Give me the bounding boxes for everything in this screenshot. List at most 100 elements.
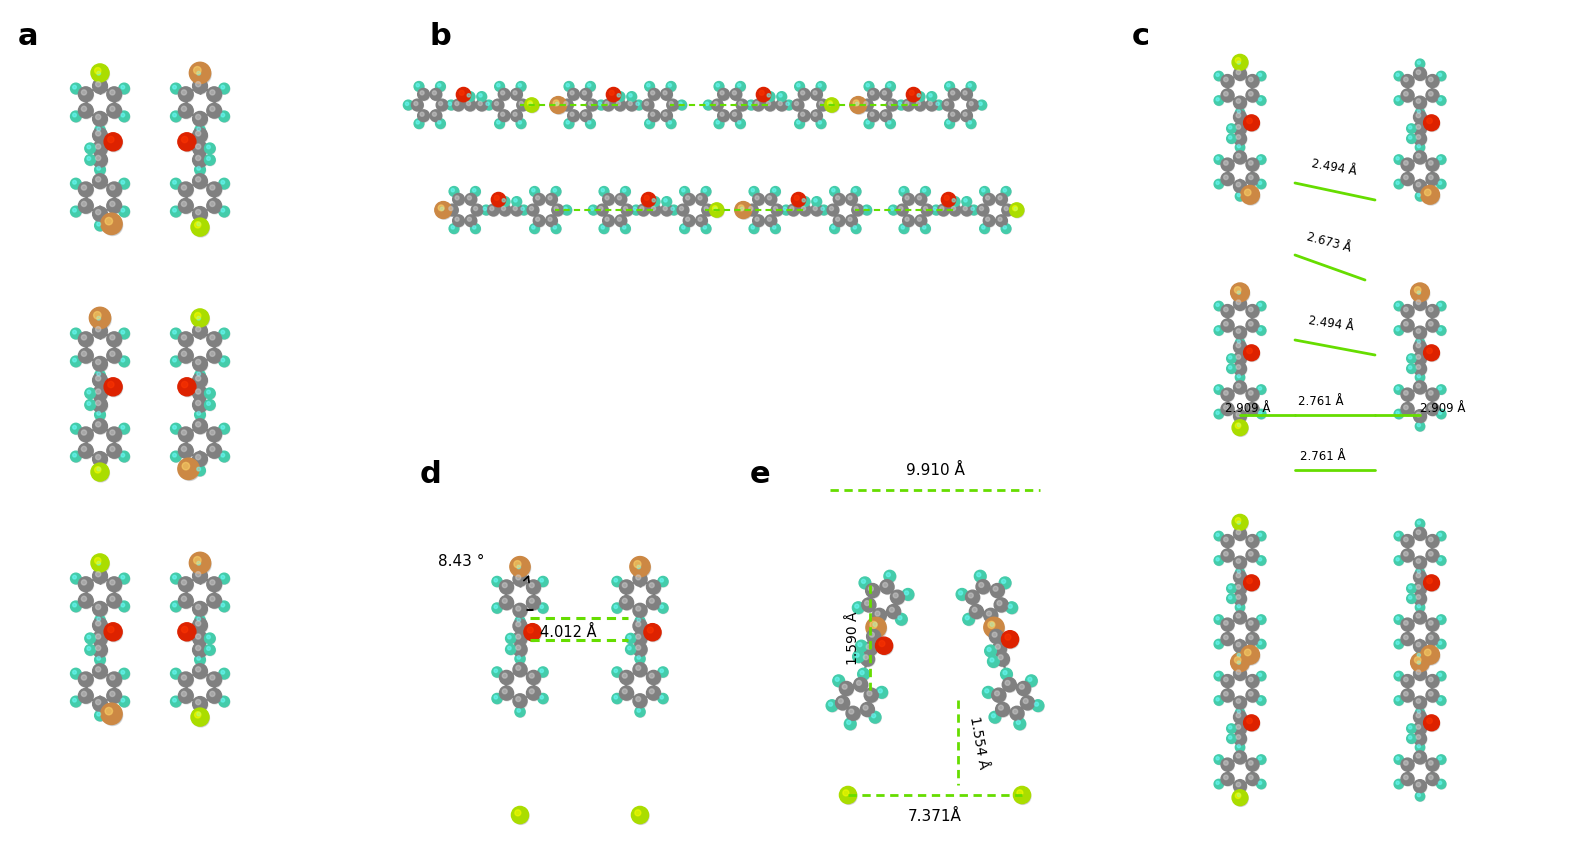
Circle shape — [832, 226, 835, 229]
Circle shape — [1393, 556, 1403, 565]
Circle shape — [106, 217, 112, 225]
Circle shape — [1228, 125, 1236, 134]
Circle shape — [529, 673, 535, 678]
Circle shape — [104, 133, 122, 151]
Circle shape — [922, 206, 933, 217]
Circle shape — [626, 91, 636, 102]
Circle shape — [966, 81, 975, 91]
Circle shape — [472, 188, 481, 197]
Circle shape — [1247, 76, 1259, 88]
Circle shape — [855, 679, 868, 692]
Circle shape — [986, 611, 991, 616]
Circle shape — [106, 380, 123, 397]
Circle shape — [978, 102, 986, 110]
Circle shape — [1213, 779, 1223, 788]
Circle shape — [970, 606, 983, 619]
Text: 2.909 Å: 2.909 Å — [1420, 402, 1466, 415]
Circle shape — [770, 187, 780, 196]
Circle shape — [85, 388, 96, 398]
Circle shape — [1414, 722, 1427, 735]
Circle shape — [1247, 690, 1259, 702]
Circle shape — [196, 645, 200, 651]
Circle shape — [196, 466, 205, 476]
Circle shape — [581, 110, 592, 122]
Circle shape — [851, 96, 866, 113]
Circle shape — [1215, 532, 1223, 541]
Circle shape — [928, 93, 937, 102]
Circle shape — [1417, 145, 1420, 148]
Circle shape — [846, 706, 860, 720]
Circle shape — [1245, 190, 1251, 195]
Circle shape — [1010, 204, 1024, 218]
Circle shape — [181, 626, 188, 633]
Circle shape — [622, 188, 631, 197]
Circle shape — [817, 83, 827, 91]
Circle shape — [1415, 613, 1420, 618]
Circle shape — [1248, 677, 1253, 682]
Circle shape — [631, 558, 650, 578]
Circle shape — [505, 634, 516, 644]
Circle shape — [527, 581, 541, 595]
Circle shape — [178, 332, 193, 347]
Circle shape — [431, 111, 442, 122]
Circle shape — [1415, 182, 1420, 187]
Circle shape — [1242, 647, 1259, 665]
Circle shape — [1026, 676, 1037, 687]
Circle shape — [205, 645, 215, 655]
Circle shape — [1236, 60, 1245, 69]
Circle shape — [514, 654, 525, 664]
Circle shape — [977, 581, 991, 595]
Circle shape — [180, 184, 194, 197]
Circle shape — [649, 673, 655, 678]
Circle shape — [1415, 421, 1425, 431]
Circle shape — [1438, 96, 1445, 106]
Circle shape — [737, 84, 742, 87]
Circle shape — [847, 195, 852, 200]
Circle shape — [909, 91, 914, 96]
Circle shape — [502, 689, 507, 694]
Circle shape — [658, 604, 669, 613]
Circle shape — [196, 560, 205, 570]
Circle shape — [1404, 537, 1408, 541]
Circle shape — [620, 597, 634, 610]
Circle shape — [1428, 321, 1433, 326]
Circle shape — [952, 206, 956, 211]
Circle shape — [652, 206, 655, 211]
Circle shape — [1258, 181, 1262, 184]
Circle shape — [1409, 726, 1412, 729]
Circle shape — [885, 81, 895, 91]
Circle shape — [778, 93, 787, 102]
Circle shape — [1228, 595, 1236, 604]
Circle shape — [865, 81, 874, 91]
Circle shape — [1414, 364, 1427, 376]
Circle shape — [989, 623, 994, 627]
Circle shape — [704, 226, 707, 229]
Circle shape — [996, 653, 1010, 667]
Circle shape — [1414, 181, 1427, 193]
Circle shape — [800, 91, 805, 95]
Circle shape — [600, 188, 609, 197]
Circle shape — [1231, 653, 1250, 672]
Circle shape — [194, 420, 208, 434]
Circle shape — [1415, 343, 1420, 348]
Circle shape — [178, 87, 193, 102]
Circle shape — [172, 85, 177, 89]
Circle shape — [961, 111, 972, 122]
Circle shape — [712, 206, 718, 211]
Circle shape — [754, 217, 759, 222]
Circle shape — [196, 81, 200, 87]
Circle shape — [989, 712, 1000, 723]
Circle shape — [79, 103, 93, 118]
Circle shape — [110, 201, 115, 206]
Circle shape — [1395, 532, 1404, 541]
Circle shape — [481, 205, 491, 215]
Circle shape — [1236, 783, 1240, 787]
Circle shape — [193, 642, 207, 657]
Circle shape — [1247, 633, 1259, 645]
Circle shape — [221, 453, 224, 457]
Circle shape — [622, 673, 626, 678]
Circle shape — [1000, 187, 1011, 196]
Circle shape — [587, 101, 598, 112]
Circle shape — [802, 199, 805, 202]
Circle shape — [737, 83, 745, 91]
